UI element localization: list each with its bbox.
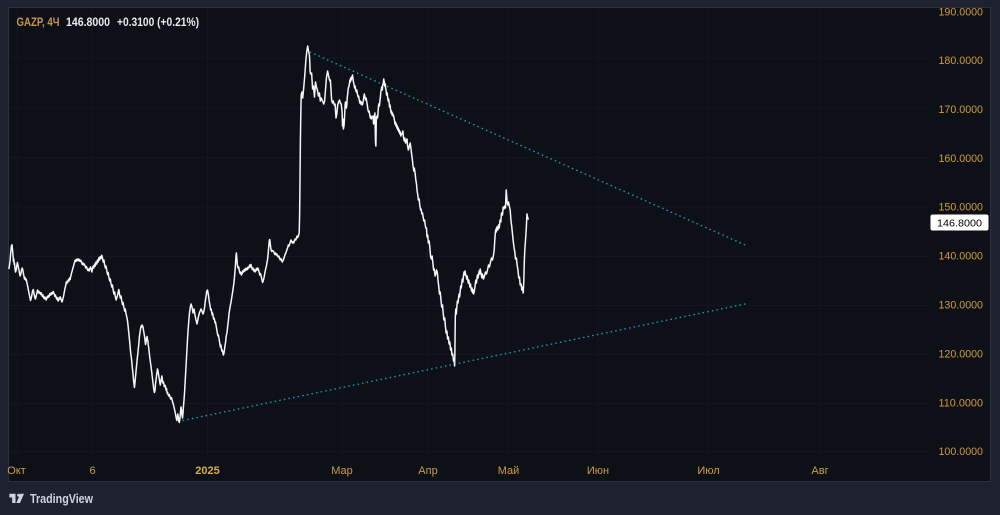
svg-text:GAZP, 4Ч: GAZP, 4Ч [17,17,60,29]
svg-text:Авг: Авг [811,465,828,477]
svg-text:170.0000: 170.0000 [939,104,984,116]
svg-text:Июл: Июл [697,465,719,477]
svg-text:180.0000: 180.0000 [939,55,984,67]
svg-text:110.0000: 110.0000 [939,398,984,410]
svg-text:TradingView: TradingView [30,492,93,506]
svg-text:2025: 2025 [195,465,219,477]
svg-text:160.0000: 160.0000 [939,153,984,165]
svg-text:150.0000: 150.0000 [939,202,984,214]
svg-text:+0.3100 (+0.21%): +0.3100 (+0.21%) [117,17,199,29]
svg-text:Июн: Июн [587,465,609,477]
svg-text:6: 6 [89,465,95,477]
svg-text:100.0000: 100.0000 [939,446,984,458]
svg-text:Мар: Мар [331,465,353,477]
svg-text:120.0000: 120.0000 [939,349,984,361]
svg-text:130.0000: 130.0000 [939,300,984,312]
svg-text:Май: Май [498,465,520,477]
svg-text:190.0000: 190.0000 [939,7,984,19]
svg-text:146.8000: 146.8000 [66,17,110,29]
svg-text:140.0000: 140.0000 [939,251,984,263]
svg-text:Окт: Окт [7,465,26,477]
svg-text:Апр: Апр [418,465,437,477]
svg-text:146.8000: 146.8000 [937,218,982,230]
